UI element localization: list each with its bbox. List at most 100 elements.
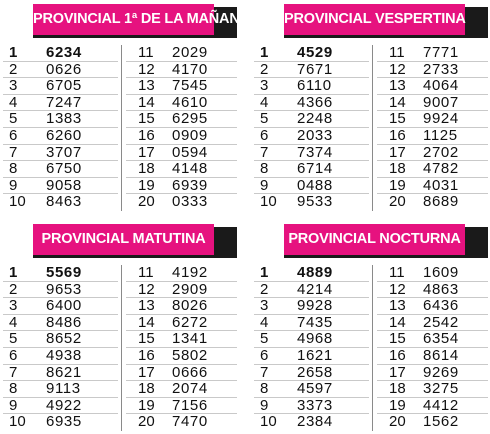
result-number: 4366 — [297, 93, 333, 111]
result-row: 6 6260 — [3, 126, 118, 145]
result-row: 17 0594 — [126, 144, 237, 162]
result-row: 18 4148 — [126, 161, 237, 178]
result-number: 4863 — [423, 280, 459, 298]
result-number: 5802 — [172, 346, 208, 364]
result-number: 8614 — [423, 346, 459, 364]
header-notch — [254, 4, 284, 38]
result-row: 15 6295 — [126, 111, 237, 128]
result-position: 1 — [9, 264, 18, 281]
result-number: 9007 — [423, 93, 459, 111]
result-position: 20 — [138, 413, 155, 431]
result-position: 3 — [260, 77, 269, 95]
panel-provincial-matutina: PROVINCIAL MATUTINA 1 5569 2 9653 3 6400 4 8486 5… — [3, 224, 237, 434]
result-row: 16 1125 — [377, 126, 488, 145]
result-position: 3 — [260, 297, 269, 315]
result-position: 11 — [138, 264, 154, 281]
result-number: 1621 — [297, 346, 333, 364]
result-row: 5 2248 — [254, 111, 369, 128]
left-column: 1 4889 2 4214 3 9928 4 7435 5 4968 6 1621 7 2658 8 4597… — [254, 265, 369, 431]
result-number: 0333 — [172, 193, 208, 211]
result-row: 11 7771 — [377, 45, 488, 62]
result-number: 6272 — [172, 313, 208, 331]
result-position: 15 — [138, 330, 155, 348]
result-row: 7 2658 — [254, 363, 369, 382]
result-row: 16 5802 — [126, 346, 237, 365]
result-number: 0488 — [297, 176, 333, 194]
result-position: 2 — [260, 280, 269, 298]
panel-header: PROVINCIAL MATUTINA — [3, 224, 237, 258]
result-row: 20 0333 — [126, 194, 237, 211]
result-number: 8621 — [46, 363, 82, 381]
result-row: 3 9928 — [254, 298, 369, 315]
result-position: 13 — [389, 297, 406, 315]
result-number: 1562 — [423, 413, 459, 431]
result-row: 9 4922 — [3, 396, 118, 415]
result-number: 4610 — [172, 93, 208, 111]
result-row: 14 9007 — [377, 93, 488, 112]
result-row: 5 8652 — [3, 331, 118, 348]
result-number: 2658 — [297, 363, 333, 381]
result-number: 4938 — [46, 346, 82, 364]
result-position: 12 — [138, 60, 155, 78]
result-position: 15 — [389, 330, 406, 348]
result-row: 2 4214 — [254, 280, 369, 299]
result-number: 6400 — [46, 297, 82, 315]
panel-provincial-vespertina: PROVINCIAL VESPERTINA 1 4529 2 7671 3 6110 4 436… — [254, 4, 488, 214]
result-position: 17 — [389, 363, 406, 381]
result-number: 3373 — [297, 396, 333, 414]
panel-header: PROVINCIAL NOCTURNA — [254, 224, 488, 258]
result-row: 9 0488 — [254, 176, 369, 195]
result-position: 8 — [9, 160, 18, 178]
result-number: 8652 — [46, 330, 82, 348]
result-number: 9269 — [423, 363, 459, 381]
result-row: 12 4170 — [126, 60, 237, 79]
result-row: 8 6714 — [254, 161, 369, 178]
result-position: 7 — [9, 143, 18, 161]
result-position: 19 — [138, 396, 155, 414]
result-position: 2 — [260, 60, 269, 78]
result-number: 9058 — [46, 176, 82, 194]
result-number: 9928 — [297, 297, 333, 315]
result-number: 2733 — [423, 60, 459, 78]
result-row: 13 7545 — [126, 78, 237, 95]
result-row: 11 4192 — [126, 265, 237, 282]
result-row: 12 2733 — [377, 60, 488, 79]
panel-header: PROVINCIAL 1ª DE LA MAÑANA — [3, 4, 250, 38]
result-position: 16 — [138, 126, 155, 144]
result-position: 9 — [9, 396, 18, 414]
result-position: 10 — [9, 193, 26, 211]
result-number: 4214 — [297, 280, 333, 298]
results-table: 1 4529 2 7671 3 6110 4 4366 5 2248 6 2033 7 7374 8 6714… — [254, 45, 488, 211]
result-row: 4 4366 — [254, 93, 369, 112]
result-position: 14 — [389, 313, 406, 331]
result-number: 7156 — [172, 396, 208, 414]
result-position: 13 — [138, 77, 155, 95]
result-number: 6354 — [423, 330, 459, 348]
result-position: 20 — [138, 193, 155, 211]
result-row: 14 2542 — [377, 313, 488, 332]
result-position: 6 — [260, 346, 269, 364]
result-number: 0666 — [172, 363, 208, 381]
result-number: 2909 — [172, 280, 208, 298]
result-position: 20 — [389, 413, 406, 431]
result-row: 15 6354 — [377, 331, 488, 348]
result-number: 6714 — [297, 160, 333, 178]
result-row: 3 6400 — [3, 298, 118, 315]
result-number: 8486 — [46, 313, 82, 331]
result-row: 15 1341 — [126, 331, 237, 348]
result-row: 7 7374 — [254, 144, 369, 162]
result-number: 6260 — [46, 126, 82, 144]
result-position: 12 — [389, 280, 406, 298]
result-position: 6 — [260, 126, 269, 144]
result-position: 3 — [9, 297, 18, 315]
result-number: 1125 — [423, 126, 458, 144]
result-row: 19 4031 — [377, 177, 488, 195]
result-row: 3 6110 — [254, 78, 369, 95]
result-number: 9533 — [297, 193, 333, 211]
result-position: 4 — [9, 313, 18, 331]
result-number: 1341 — [172, 330, 208, 348]
result-number: 0909 — [172, 126, 208, 144]
result-row: 19 6939 — [126, 177, 237, 195]
result-row: 5 1383 — [3, 111, 118, 128]
result-number: 7671 — [297, 60, 333, 78]
